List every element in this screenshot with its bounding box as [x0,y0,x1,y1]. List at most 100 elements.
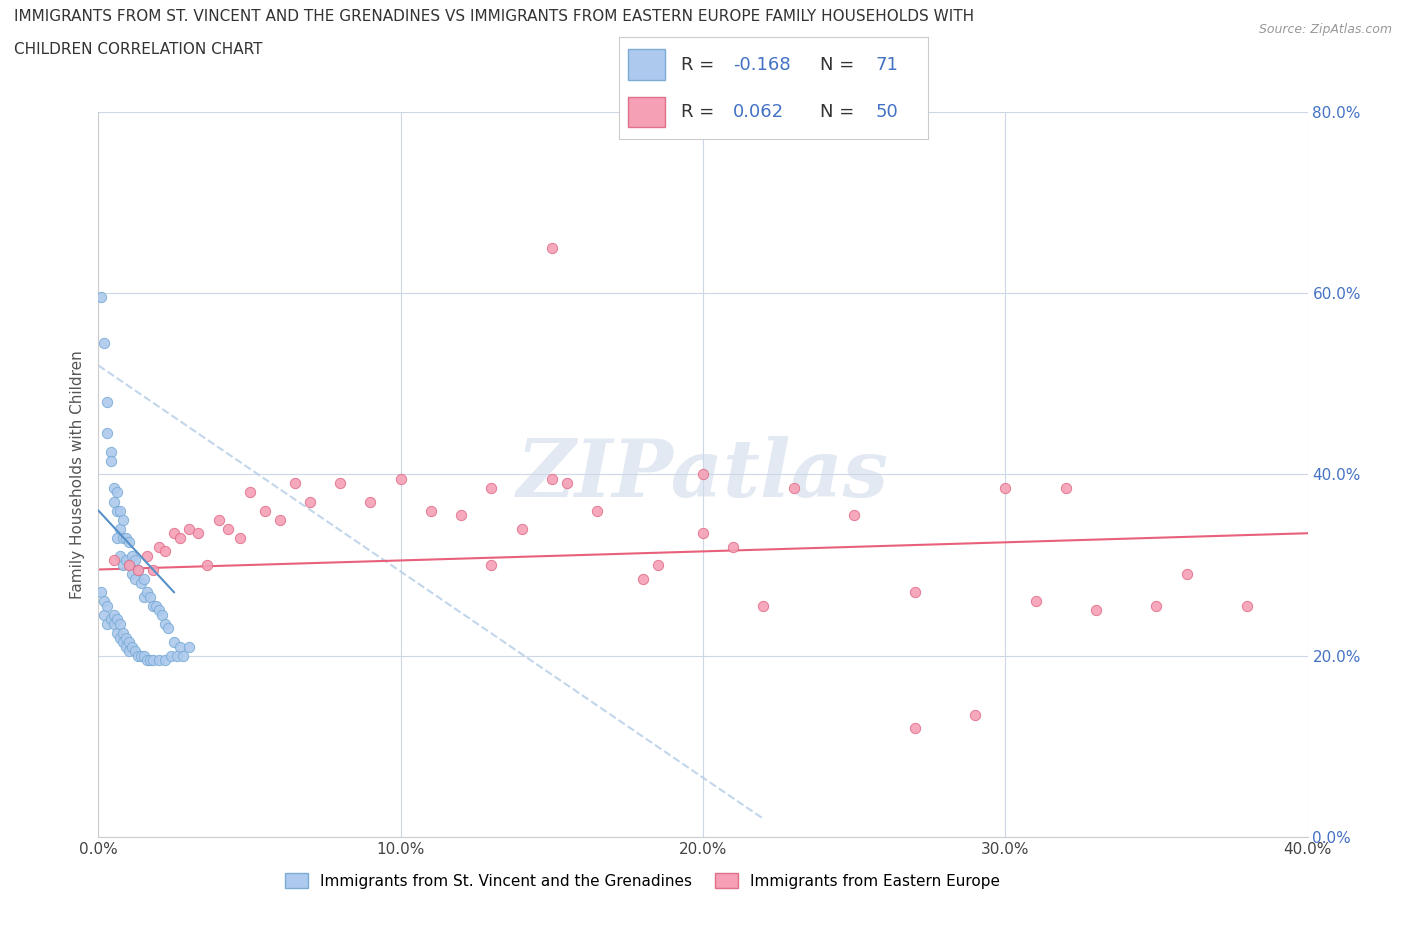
Point [481,558,503,573]
Point [108,503,131,518]
Point [90,585,112,600]
Point [148,539,170,554]
Point [118,558,141,573]
Point [208,512,231,527]
Point [329,476,352,491]
Point [1024,594,1046,609]
Point [105,503,128,518]
Point [100,445,122,459]
Point [103,481,125,496]
Point [217,521,239,536]
Point [153,544,176,559]
Point [148,603,170,618]
Point [90,290,112,305]
Point [114,530,136,545]
Point [555,476,578,491]
Point [284,476,307,491]
Point [124,644,146,658]
Point [132,590,155,604]
Point [904,721,927,736]
Point [93,607,115,622]
Point [169,639,191,654]
Point [195,558,218,573]
Point [1085,603,1108,618]
Text: R =: R = [681,103,720,121]
Point [103,553,125,568]
Text: N =: N = [820,103,859,121]
Text: IMMIGRANTS FROM ST. VINCENT AND THE GRENADINES VS IMMIGRANTS FROM EASTERN EUROPE: IMMIGRANTS FROM ST. VINCENT AND THE GREN… [14,9,974,24]
FancyBboxPatch shape [628,97,665,127]
Point [111,558,134,573]
Point [96,598,118,613]
Point [96,394,118,409]
Point [540,240,562,255]
Text: N =: N = [820,56,859,73]
Text: ZIPatlas: ZIPatlas [517,435,889,513]
Point [105,626,128,641]
Point [1175,566,1198,581]
Point [150,607,173,622]
Point [299,494,322,509]
Point [965,707,987,722]
Point [172,648,194,663]
Point [96,426,118,441]
Point [160,648,183,663]
Point [540,472,562,486]
Text: 0.062: 0.062 [733,103,785,121]
Point [121,549,143,564]
Point [389,472,412,486]
Point [124,571,146,586]
Point [111,512,134,527]
Point [148,653,170,668]
Point [420,503,443,518]
Point [1144,598,1167,613]
Point [108,617,131,631]
Point [142,562,165,577]
Point [132,571,155,586]
Y-axis label: Family Households with Children: Family Households with Children [70,350,86,599]
Point [179,521,201,536]
Point [156,621,179,636]
Point [114,631,136,645]
Point [692,467,714,482]
Point [105,530,128,545]
Point [752,598,775,613]
Point [783,481,806,496]
Text: Source: ZipAtlas.com: Source: ZipAtlas.com [1258,23,1392,36]
Point [904,585,927,600]
Point [132,648,155,663]
Point [844,508,866,523]
Point [169,530,191,545]
Point [135,585,157,600]
Point [163,634,186,649]
Text: 50: 50 [876,103,898,121]
Point [586,503,609,518]
Point [93,594,115,609]
Point [103,607,125,622]
Point [129,648,152,663]
Point [127,648,149,663]
Point [118,634,141,649]
Point [166,648,188,663]
Point [723,539,745,554]
Point [108,521,131,536]
Point [111,530,134,545]
Point [135,653,157,668]
Point [142,653,165,668]
Point [105,485,128,500]
Point [631,571,654,586]
Point [114,639,136,654]
Point [360,494,382,509]
Point [994,481,1017,496]
Point [239,485,262,500]
Point [153,653,176,668]
Point [145,598,167,613]
Point [1236,598,1258,613]
Point [163,525,186,540]
Point [647,558,669,573]
Text: -0.168: -0.168 [733,56,790,73]
Point [111,626,134,641]
Point [1054,481,1077,496]
Point [179,639,201,654]
Point [124,553,146,568]
